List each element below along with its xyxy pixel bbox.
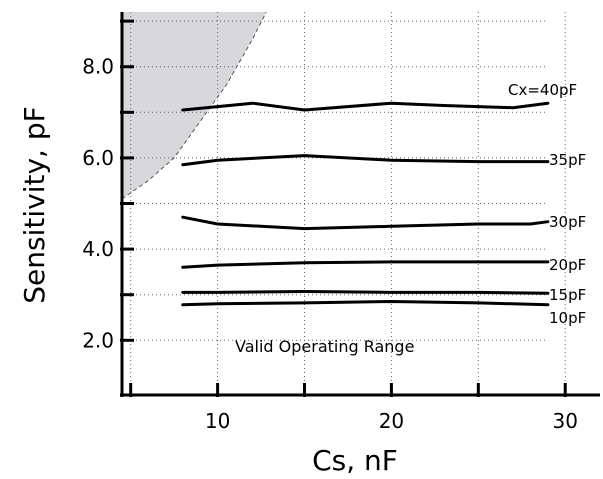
invalid-region-boundary [122,12,267,200]
series-label: 30pF [549,213,586,231]
x-axis-title: Cs, nF [312,444,398,477]
series-line [181,300,550,307]
x-tick-label: 30 [553,409,578,433]
series-label-layer: Cx=40pF 35pF 30pF 20pF 15pF 10pF [508,81,586,327]
series-line [181,154,550,167]
series-line [181,101,550,112]
series-line [181,215,550,231]
tick-layer: 2.0 4.0 6.0 8.0 10 20 30 [82,19,578,433]
valid-range-annotation: Valid Operating Range [235,337,414,356]
series-label: 10pF [549,309,586,327]
invalid-region-layer [122,12,267,200]
series-label: 20pF [549,256,586,274]
series-label: 35pF [549,151,586,169]
series-layer [181,101,550,307]
y-tick-label: 6.0 [82,146,114,170]
y-tick-label: 4.0 [82,237,114,261]
x-tick-label: 20 [379,409,404,433]
invalid-region [122,12,267,199]
y-tick-label: 2.0 [82,328,114,352]
series-line [181,290,550,295]
y-axis-title: Sensitivity, pF [18,106,51,303]
x-tick-label: 10 [205,409,230,433]
series-line [181,260,550,269]
series-label: Cx=40pF [508,81,577,99]
series-label: 15pF [549,286,586,304]
y-tick-label: 8.0 [82,55,114,79]
